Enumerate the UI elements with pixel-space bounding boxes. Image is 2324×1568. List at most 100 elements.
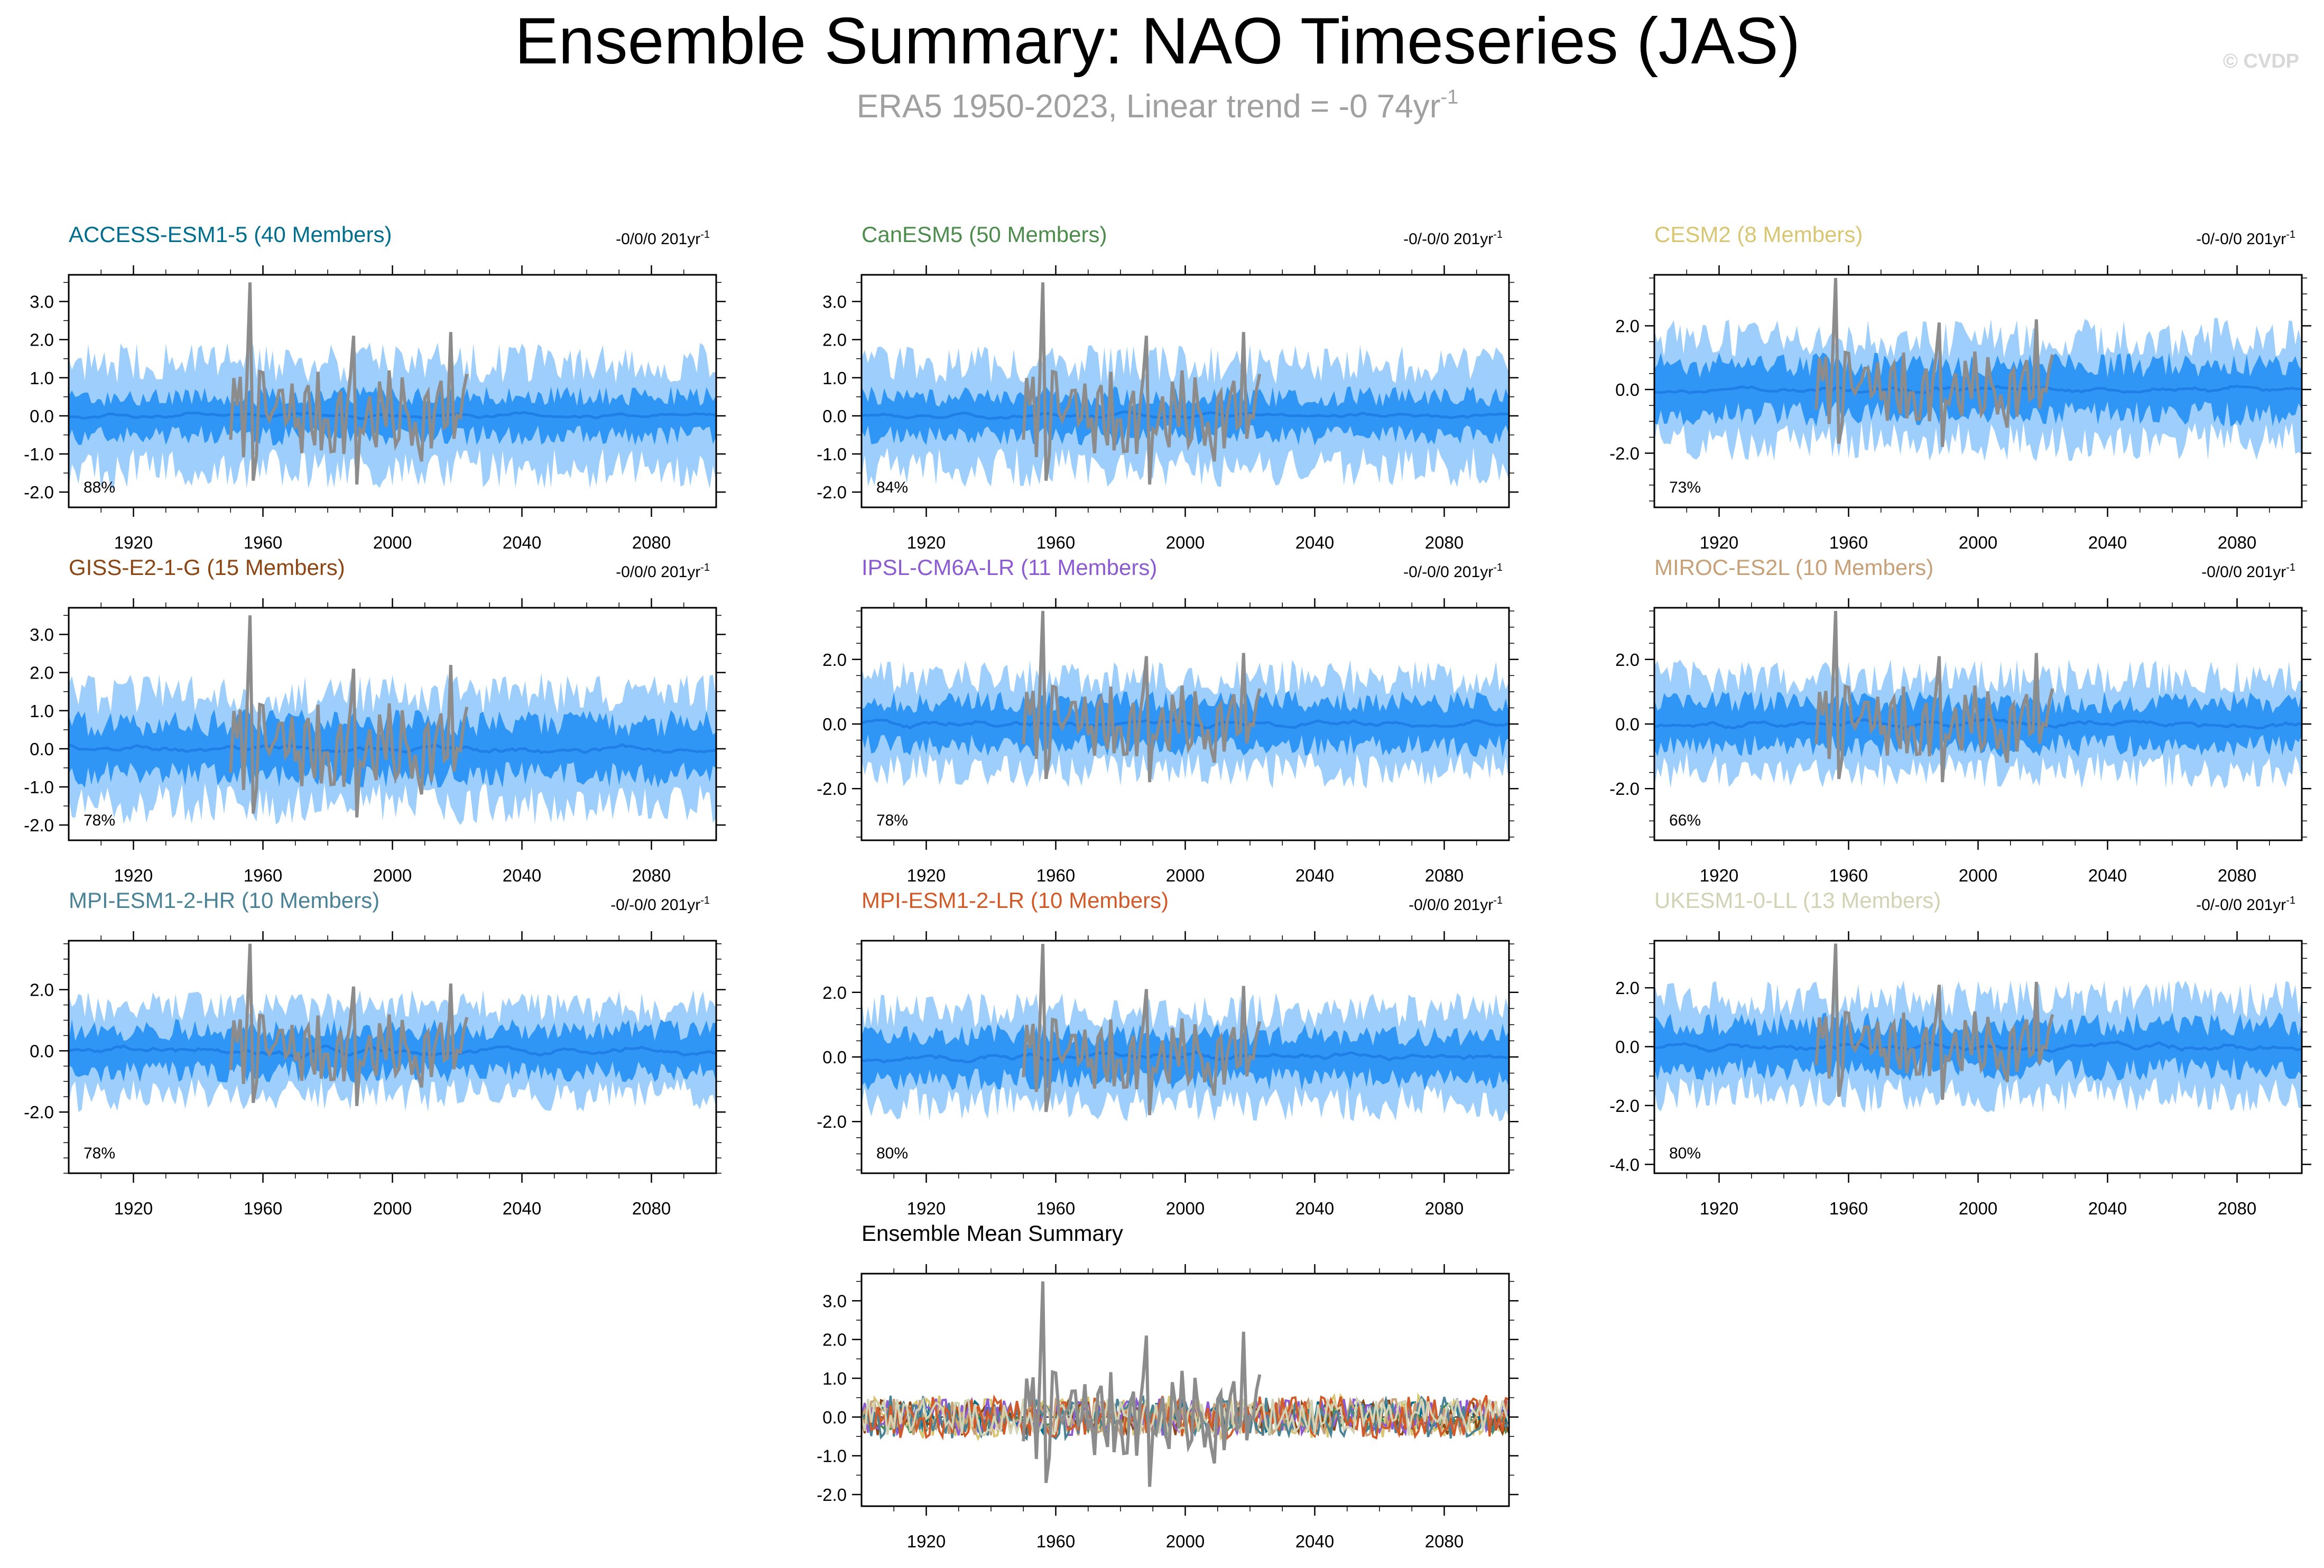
x-tick-label: 1960 [244, 1199, 282, 1218]
observed-line [229, 615, 469, 818]
panel-title: MPI-ESM1-2-HR (10 Members) [69, 888, 379, 913]
y-tick-label: -2.0 [24, 815, 54, 835]
x-tick-label: 1960 [244, 866, 282, 885]
panel-trend-exponent: -1 [2286, 895, 2295, 906]
x-tick-label: 1960 [244, 533, 282, 552]
panel-trend-exponent: -1 [2286, 229, 2295, 240]
y-tick-label: -2.0 [24, 483, 54, 502]
panel-trend-text: -0/-0/0 201yr [1403, 563, 1493, 581]
y-tick-label: 0.0 [1615, 715, 1640, 734]
y-tick-label: 2.0 [1615, 316, 1640, 336]
panel-trend-exponent: -1 [1493, 562, 1503, 573]
x-tick-label: 2080 [1425, 533, 1464, 552]
y-tick-label: -1.0 [24, 444, 54, 464]
x-tick-label: 2000 [1959, 866, 1997, 885]
x-tick-label: 2000 [1166, 866, 1205, 885]
y-tick-label: 1.0 [822, 1369, 847, 1388]
y-tick-label: -2.0 [817, 1485, 847, 1505]
y-tick-label: 0.0 [30, 1041, 54, 1061]
panel-title: CESM2 (8 Members) [1654, 222, 1863, 247]
x-tick-label: 2080 [632, 533, 671, 552]
panels-group: ACCESS-ESM1-5 (40 Members) -0/0/0 201yr-1… [24, 222, 2311, 1551]
panel-3: GISS-E2-1-G (15 Members) -0/0/0 201yr-1 78… [24, 555, 726, 885]
y-tick-label: 2.0 [822, 330, 847, 350]
panel-percent: 80% [876, 1145, 908, 1162]
panel-trend-exponent: -1 [1493, 229, 1503, 240]
y-tick-label: 0.0 [1615, 380, 1640, 400]
x-tick-label: 2000 [1959, 1199, 1997, 1218]
y-tick-label: 0.0 [822, 715, 847, 734]
panel-0: ACCESS-ESM1-5 (40 Members) -0/0/0 201yr-1… [24, 222, 726, 552]
panel-percent: 66% [1669, 812, 1701, 829]
panel-trend: -0/0/0 201yr-1 [2201, 562, 2295, 581]
y-tick-label: 3.0 [30, 292, 54, 311]
x-tick-label: 1960 [1036, 1199, 1075, 1218]
y-tick-label: -2.0 [1609, 1096, 1640, 1116]
x-tick-label: 2000 [1166, 1199, 1205, 1218]
x-tick-label: 1960 [1829, 1199, 1868, 1218]
panel-trend-exponent: -1 [700, 562, 710, 573]
observed-line [1022, 943, 1262, 1116]
y-tick-label: 2.0 [822, 1330, 847, 1350]
x-tick-label: 2040 [2088, 1199, 2127, 1218]
panel-trend-text: -0/0/0 201yr [2201, 563, 2286, 581]
x-tick-label: 1920 [1700, 1199, 1738, 1218]
y-tick-label: 2.0 [822, 650, 847, 670]
y-tick-label: 0.0 [30, 739, 54, 759]
x-tick-label: 1960 [1036, 1532, 1075, 1551]
panel-trend-text: -0/0/0 201yr [1409, 896, 1493, 914]
panel-title: ACCESS-ESM1-5 (40 Members) [69, 222, 392, 247]
figure-subtitle: ERA5 1950-2023, Linear trend = -0 74yr-1 [857, 86, 1458, 125]
panel-trend-text: -0/-0/0 201yr [2196, 896, 2286, 914]
panel-trend-text: -0/-0/0 201yr [2196, 230, 2286, 248]
y-tick-label: 3.0 [30, 625, 54, 644]
y-tick-label: 0.0 [1615, 1037, 1640, 1057]
panel-6: MPI-ESM1-2-HR (10 Members) -0/-0/0 201yr-… [24, 888, 726, 1218]
x-tick-label: 2000 [373, 1199, 412, 1218]
cvdp-credit: © CVDP [2223, 50, 2299, 72]
x-tick-label: 2040 [503, 866, 541, 885]
x-tick-label: 1920 [114, 533, 153, 552]
panel-trend-text: -0/0/0 201yr [616, 563, 700, 581]
y-tick-label: -1.0 [817, 1446, 847, 1466]
x-tick-label: 1920 [907, 1199, 946, 1218]
panel-percent: 80% [1669, 1145, 1701, 1162]
panel-trend-exponent: -1 [1493, 895, 1503, 906]
figure-subtitle-exponent: -1 [1440, 86, 1458, 108]
y-tick-label: -1.0 [24, 777, 54, 797]
x-tick-label: 1960 [1036, 533, 1075, 552]
x-tick-label: 2040 [503, 533, 541, 552]
observed-line [229, 943, 469, 1106]
panel-trend: -0/-0/0 201yr-1 [2196, 229, 2295, 248]
x-tick-label: 2080 [2218, 1199, 2256, 1218]
x-tick-label: 2080 [1425, 1532, 1464, 1551]
y-tick-label: -2.0 [24, 1102, 54, 1122]
x-tick-label: 1920 [114, 1199, 153, 1218]
panel-percent: 78% [84, 1145, 115, 1162]
panel-7: MPI-ESM1-2-LR (10 Members) -0/0/0 201yr-1… [817, 888, 1519, 1218]
observed-line [1814, 277, 2054, 447]
x-tick-label: 2080 [2218, 533, 2256, 552]
y-tick-label: 2.0 [30, 663, 54, 683]
observed-line [1814, 610, 2054, 783]
panel-trend: -0/-0/0 201yr-1 [2196, 895, 2295, 914]
y-tick-label: 2.0 [822, 983, 847, 1003]
x-tick-label: 2040 [1295, 1532, 1334, 1551]
x-tick-label: 2000 [1959, 533, 1997, 552]
panel-percent: 73% [1669, 479, 1701, 496]
x-tick-label: 1920 [114, 866, 153, 885]
observed-line [1022, 282, 1262, 485]
x-tick-label: 2080 [1425, 1199, 1464, 1218]
y-tick-label: -2.0 [1609, 444, 1640, 463]
y-tick-label: -2.0 [817, 1112, 847, 1131]
panel-1: CanESM5 (50 Members) -0/-0/0 201yr-1 84% 19… [817, 222, 1519, 552]
x-tick-label: 2040 [1295, 1199, 1334, 1218]
x-tick-label: 2040 [1295, 533, 1334, 552]
panel-title: UKESM1-0-LL (13 Members) [1654, 888, 1941, 913]
y-tick-label: 0.0 [822, 1407, 847, 1427]
panel-trend: -0/-0/0 201yr-1 [1403, 229, 1503, 248]
x-tick-label: 1960 [1829, 866, 1868, 885]
panel-trend-exponent: -1 [2286, 562, 2295, 573]
panel-9: Ensemble Mean Summary 1920 1960 2000 2040 208… [817, 1221, 1519, 1551]
panel-trend: -0/0/0 201yr-1 [616, 562, 710, 581]
